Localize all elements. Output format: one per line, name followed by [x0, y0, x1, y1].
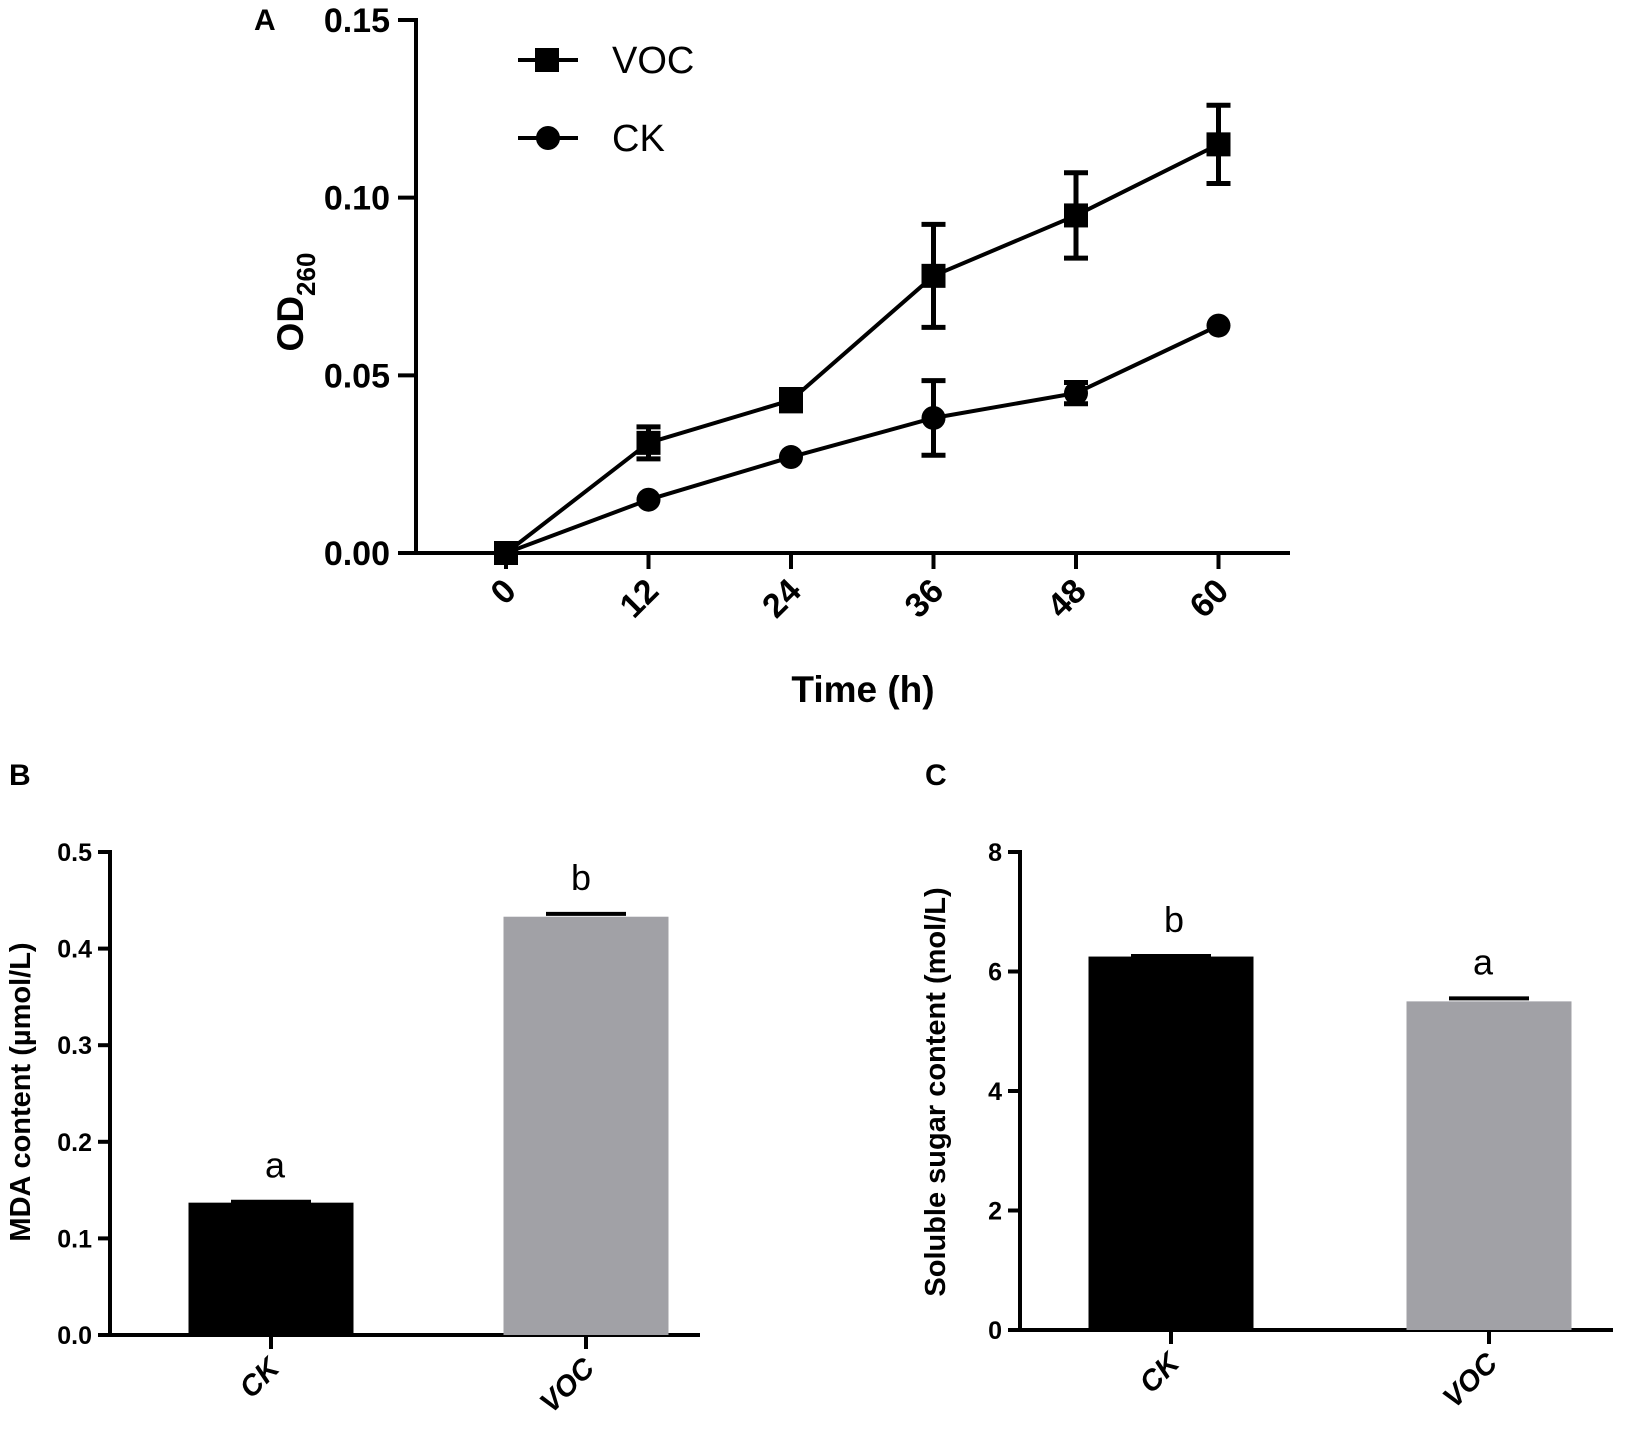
panel-b-bar-voc — [503, 916, 669, 1335]
panel-b-significance-ck: a — [265, 1145, 286, 1186]
series-voc-point — [921, 263, 946, 288]
panel-a-x-tick-label: 24 — [755, 572, 809, 626]
panel-c-y-axis-title: Soluble sugar content (mol/L) — [920, 887, 952, 1296]
panel-b-y-tick-label: 0.2 — [57, 1129, 92, 1157]
panel-a-series — [494, 102, 1231, 565]
series-ck-point — [1206, 313, 1231, 338]
series-ck-point — [636, 487, 661, 512]
panel-a-y-tick-label: 0.05 — [324, 357, 390, 395]
panel-a-x-ticks: 0 12 24 36 48 60 — [483, 553, 1236, 625]
series-ck-point — [1064, 381, 1088, 406]
panel-a-letter: A — [254, 4, 276, 37]
panel-c-y-tick-label: 0 — [988, 1317, 1002, 1345]
panel-a-y-tick-label: 0.00 — [324, 535, 390, 573]
panel-c-y-tick-label: 4 — [988, 1078, 1002, 1106]
panel-c-bar-voc — [1406, 1001, 1572, 1330]
panel-c-x-tick-label-voc: VOC — [1437, 1347, 1505, 1415]
panel-a-y-tick-label: 0.15 — [324, 2, 390, 40]
series-ck-point — [779, 445, 803, 470]
svg-text:OD260: OD260 — [270, 253, 321, 352]
series-voc-point — [1206, 132, 1231, 157]
panel-b-y-tick-label: 0.0 — [57, 1322, 92, 1350]
panel-c-y-tick-label: 2 — [988, 1198, 1002, 1226]
series-ck-point — [921, 405, 946, 430]
panel-c-significance-voc: a — [1473, 941, 1494, 982]
panel-a-x-tick-label: 0 — [483, 572, 523, 612]
panel-b-bar-ck — [188, 1202, 354, 1335]
panel-c-y-tick-label: 8 — [988, 839, 1002, 867]
panel-a-x-tick-label: 60 — [1183, 572, 1237, 626]
panel-c-y-ticks: 0 2 4 6 8 — [988, 839, 1020, 1345]
legend-voc-square-marker — [535, 48, 559, 72]
legend-ck-circle-marker — [536, 126, 560, 150]
panel-c-bar-ck — [1088, 956, 1254, 1330]
series-voc-point — [1064, 203, 1088, 228]
panel-b-y-axis-title: MDA content (µmol/L) — [5, 942, 37, 1241]
panel-a-ylabel-subscript: 260 — [291, 253, 321, 296]
panel-a-y-tick-label: 0.10 — [324, 180, 390, 218]
panel-a-x-tick-label: 12 — [613, 572, 667, 626]
panel-b-y-tick-label: 0.1 — [57, 1225, 92, 1253]
panel-c-letter: C — [925, 759, 947, 792]
panel-b-y-tick-label: 0.5 — [57, 839, 92, 867]
series-voc — [494, 102, 1231, 565]
panel-c-y-tick-label: 6 — [988, 959, 1002, 987]
legend-voc-label: VOC — [612, 40, 694, 82]
panel-b-x-tick-label-voc: VOC — [534, 1352, 602, 1420]
legend-item-ck: CK — [518, 118, 665, 160]
panel-b-y-tick-label: 0.3 — [57, 1032, 92, 1060]
series-voc-point — [636, 430, 661, 455]
series-ck-point — [494, 541, 518, 565]
series-voc-line — [504, 142, 1220, 555]
panel-b-bars: a CK b VOC — [188, 857, 669, 1420]
legend-item-voc: VOC — [518, 40, 694, 82]
panel-a-x-tick-label: 48 — [1040, 572, 1094, 626]
legend-ck-label: CK — [612, 118, 665, 160]
panel-b-letter: B — [9, 759, 31, 792]
panel-c-bars: b CK a VOC — [1088, 899, 1572, 1415]
series-ck — [494, 313, 1231, 565]
panel-b-y-ticks: 0.0 0.1 0.2 0.3 0.4 0.5 — [57, 839, 110, 1350]
panel-a-x-tick-label: 36 — [898, 572, 952, 626]
panel-a-legend: VOC CK — [518, 40, 694, 160]
panel-c-significance-ck: b — [1164, 899, 1184, 940]
panel-b-significance-voc: b — [571, 857, 591, 898]
panel-b-y-tick-label: 0.4 — [57, 936, 92, 964]
series-ck-line — [505, 323, 1220, 555]
series-voc-point — [779, 388, 803, 413]
panel-a-ylabel: OD — [270, 296, 311, 352]
panel-b-x-tick-label-ck: CK — [234, 1351, 288, 1405]
panel-b-bar-chart: B 0.0 0.1 0.2 0.3 0.4 0.5 a CK b VOC MDA content… — [5, 759, 700, 1419]
panel-a-y-ticks: 0.00 0.05 0.10 0.15 — [324, 2, 416, 573]
panel-a-line-chart: A 0.00 0.05 0.10 0.15 0 12 24 36 48 60 OD260 Tim… — [254, 2, 1290, 710]
panel-c-bar-chart: C 0 2 4 6 8 b CK a VOC Soluble sugar content (m… — [920, 759, 1613, 1414]
panel-c-x-tick-label-ck: CK — [1134, 1346, 1188, 1400]
panel-a-x-axis-title: Time (h) — [791, 669, 934, 710]
panel-a-y-axis-title: OD260 — [270, 253, 321, 352]
